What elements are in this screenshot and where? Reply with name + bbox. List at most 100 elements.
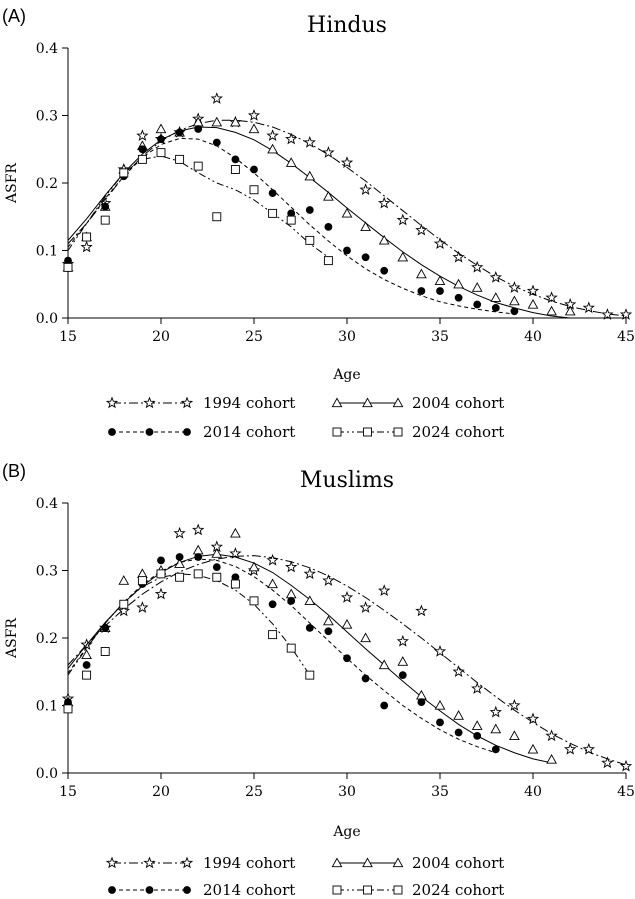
data-point: [193, 161, 203, 171]
series-2024-cohort: [63, 148, 333, 272]
chart-title: Muslims: [300, 468, 394, 493]
data-point: [436, 287, 444, 295]
series-2014-cohort: [64, 553, 500, 754]
y-tick-label: 0.3: [36, 109, 58, 125]
data-point: [157, 135, 165, 144]
data-point: [471, 720, 483, 730]
data-point: [157, 556, 165, 565]
data-point: [546, 305, 557, 316]
data-point: [100, 647, 110, 656]
data-point: [192, 544, 204, 555]
legend-marker: [180, 396, 194, 409]
legend-marker: [362, 857, 373, 868]
x-axis-label: Age: [332, 824, 360, 840]
data-point: [489, 705, 502, 718]
data-point: [230, 579, 240, 589]
data-point: [473, 300, 482, 309]
data-point: [229, 547, 242, 559]
data-point: [323, 190, 334, 201]
series-1994-cohort: [61, 92, 633, 320]
data-point: [250, 165, 258, 174]
data-point: [119, 168, 129, 178]
legend-marker: [183, 428, 191, 436]
data-point: [509, 295, 520, 306]
data-point: [322, 146, 335, 158]
series-1994-cohort: [61, 523, 633, 772]
data-point: [398, 671, 407, 680]
data-point: [490, 292, 502, 302]
x-tick-label: 35: [431, 784, 449, 800]
data-point: [268, 189, 277, 198]
data-point: [305, 623, 314, 632]
data-point: [416, 689, 427, 700]
data-point: [156, 569, 166, 579]
data-point: [323, 615, 334, 626]
data-point: [63, 704, 73, 714]
data-point: [117, 604, 130, 617]
data-point: [287, 596, 296, 605]
data-point: [490, 723, 502, 734]
x-tick-label: 20: [152, 784, 170, 800]
legend-marker: [331, 857, 343, 868]
legend-label: 1994 cohort: [203, 394, 295, 412]
data-point: [137, 154, 147, 164]
legend-marker: [180, 856, 194, 869]
x-tick-label: 40: [524, 784, 542, 800]
chart-title: Hindus: [307, 13, 387, 38]
x-tick-label: 30: [338, 784, 356, 800]
data-point: [452, 665, 465, 677]
data-point: [63, 262, 73, 272]
data-point: [360, 221, 371, 232]
data-point: [211, 548, 223, 558]
legend-label: 2004 cohort: [412, 394, 504, 412]
x-tick-label: 15: [59, 329, 77, 345]
fit-line: [67, 573, 311, 676]
legend: 1994 cohort 2004 cohort 2014 cohort 2024 co…: [105, 394, 504, 441]
data-point: [136, 601, 149, 613]
legend: 1994 cohort 2004 cohort 2014 cohort 2024 co…: [105, 854, 504, 899]
data-point: [303, 136, 316, 148]
data-point: [471, 682, 484, 694]
data-point: [473, 731, 482, 740]
data-point: [138, 145, 147, 154]
data-point: [601, 308, 614, 320]
data-point: [433, 237, 447, 249]
data-point: [286, 215, 296, 225]
data-point: [266, 129, 279, 141]
data-point: [324, 222, 333, 231]
data-point: [360, 632, 371, 643]
data-point: [211, 116, 223, 127]
data-point: [230, 116, 241, 127]
data-point: [545, 729, 558, 742]
data-point: [175, 572, 185, 582]
y-tick-label: 0.0: [36, 311, 58, 327]
legend-label: 2024 cohort: [412, 881, 504, 899]
data-point: [212, 138, 221, 147]
data-point: [601, 756, 614, 769]
data-point: [267, 578, 278, 589]
data-point: [378, 584, 391, 596]
data-point: [340, 156, 354, 168]
data-point: [417, 698, 426, 707]
data-point: [268, 600, 277, 609]
data-point: [454, 728, 463, 737]
data-point: [359, 601, 372, 613]
data-point: [582, 301, 595, 314]
fit-line: [67, 119, 627, 317]
legend-marker: [392, 857, 404, 868]
data-point: [380, 266, 389, 275]
data-point: [305, 206, 314, 214]
legend-marker: [183, 886, 191, 894]
data-point: [266, 553, 279, 566]
data-point: [361, 674, 370, 683]
data-point: [378, 234, 390, 245]
legend-label: 2014 cohort: [203, 881, 295, 899]
panel-hindus: (A) Hindus 15 20 25 30 35 40 45 0.0 0.1 0.2 0.3 0.4 Ag…: [2, 6, 635, 441]
data-point: [64, 256, 72, 265]
legend-marker: [392, 397, 404, 408]
fit-line: [67, 555, 627, 766]
x-tick-label: 40: [524, 329, 542, 345]
data-point: [415, 223, 428, 236]
data-point: [249, 596, 259, 606]
data-point: [527, 298, 539, 309]
